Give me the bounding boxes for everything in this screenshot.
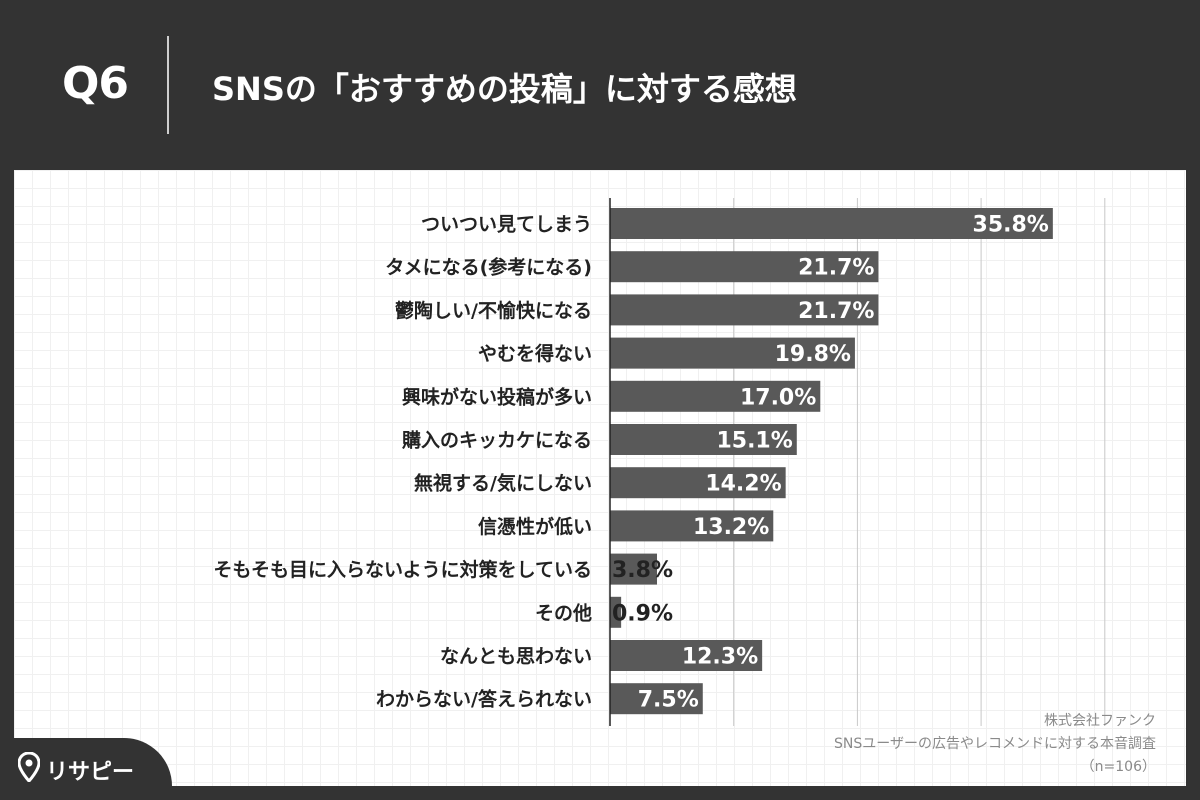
category-label: ついつい見てしまう (421, 214, 592, 236)
bar (610, 424, 797, 455)
bar (610, 208, 1053, 239)
category-label: 無視する/気にしない (414, 472, 592, 495)
value-label: 19.8% (775, 342, 851, 367)
category-label: その他 (535, 601, 592, 624)
value-label: 0.9% (612, 601, 673, 626)
value-label: 21.7% (798, 299, 874, 324)
logo-text: リサピー (46, 760, 135, 785)
chart-panel: ついつい見てしまう 35.8% タメになる(参考になる) 21.7% 鬱陶しい/不愉快に… (14, 170, 1186, 786)
category-label: そもそも目に入らないように対策をしている (213, 558, 592, 581)
bar (610, 510, 774, 542)
bar (610, 596, 622, 628)
source-note: 株式会社ファンク SNSユーザーの広告やレコメンドに対する本音調査 （n=106… (834, 710, 1156, 779)
header: Q6 SNSの「おすすめの投稿」に対する感想 (0, 0, 1200, 170)
bar (610, 337, 855, 369)
source-sample: （n=106） (1080, 759, 1156, 775)
category-label: わからない/答えられない (376, 688, 592, 711)
category-label: なんとも思わない (440, 646, 592, 668)
source-survey: SNSユーザーの広告やレコメンドに対する本音調査 (834, 736, 1156, 752)
source-company: 株式会社ファンク (1044, 713, 1156, 729)
bar-chart: ついつい見てしまう 35.8% タメになる(参考になる) 21.7% 鬱陶しい/不愉快に… (213, 198, 1106, 726)
location-pin-icon (18, 752, 40, 782)
value-label: 21.7% (798, 256, 874, 281)
bar (610, 640, 763, 671)
bar (610, 294, 879, 326)
value-label: 14.2% (705, 472, 781, 497)
category-label: 信憑性が低い (478, 515, 592, 538)
page-title: SNSの「おすすめの投稿」に対する感想 (212, 70, 797, 108)
category-label: やむを得ない (478, 342, 592, 365)
value-label: 3.8% (612, 558, 673, 583)
bar (610, 467, 786, 499)
value-label: 7.5% (638, 688, 699, 713)
category-label: タメになる(参考になる) (385, 256, 592, 279)
value-label: 13.2% (693, 515, 769, 540)
value-label: 12.3% (682, 645, 758, 670)
value-label: 17.0% (740, 385, 816, 410)
question-number: Q6 (61, 58, 129, 109)
value-label: 35.8% (973, 213, 1049, 238)
bar (610, 683, 703, 715)
category-label: 購入のキッカケになる (402, 429, 592, 452)
header-divider (167, 36, 169, 134)
brand-logo: リサピー (0, 738, 172, 800)
bar (610, 380, 821, 412)
category-label: 鬱陶しい/不愉快になる (395, 299, 592, 322)
bar (610, 553, 658, 585)
category-label: 興味がない投稿が多い (402, 385, 592, 408)
value-label: 15.1% (716, 429, 792, 454)
bar (610, 251, 879, 283)
